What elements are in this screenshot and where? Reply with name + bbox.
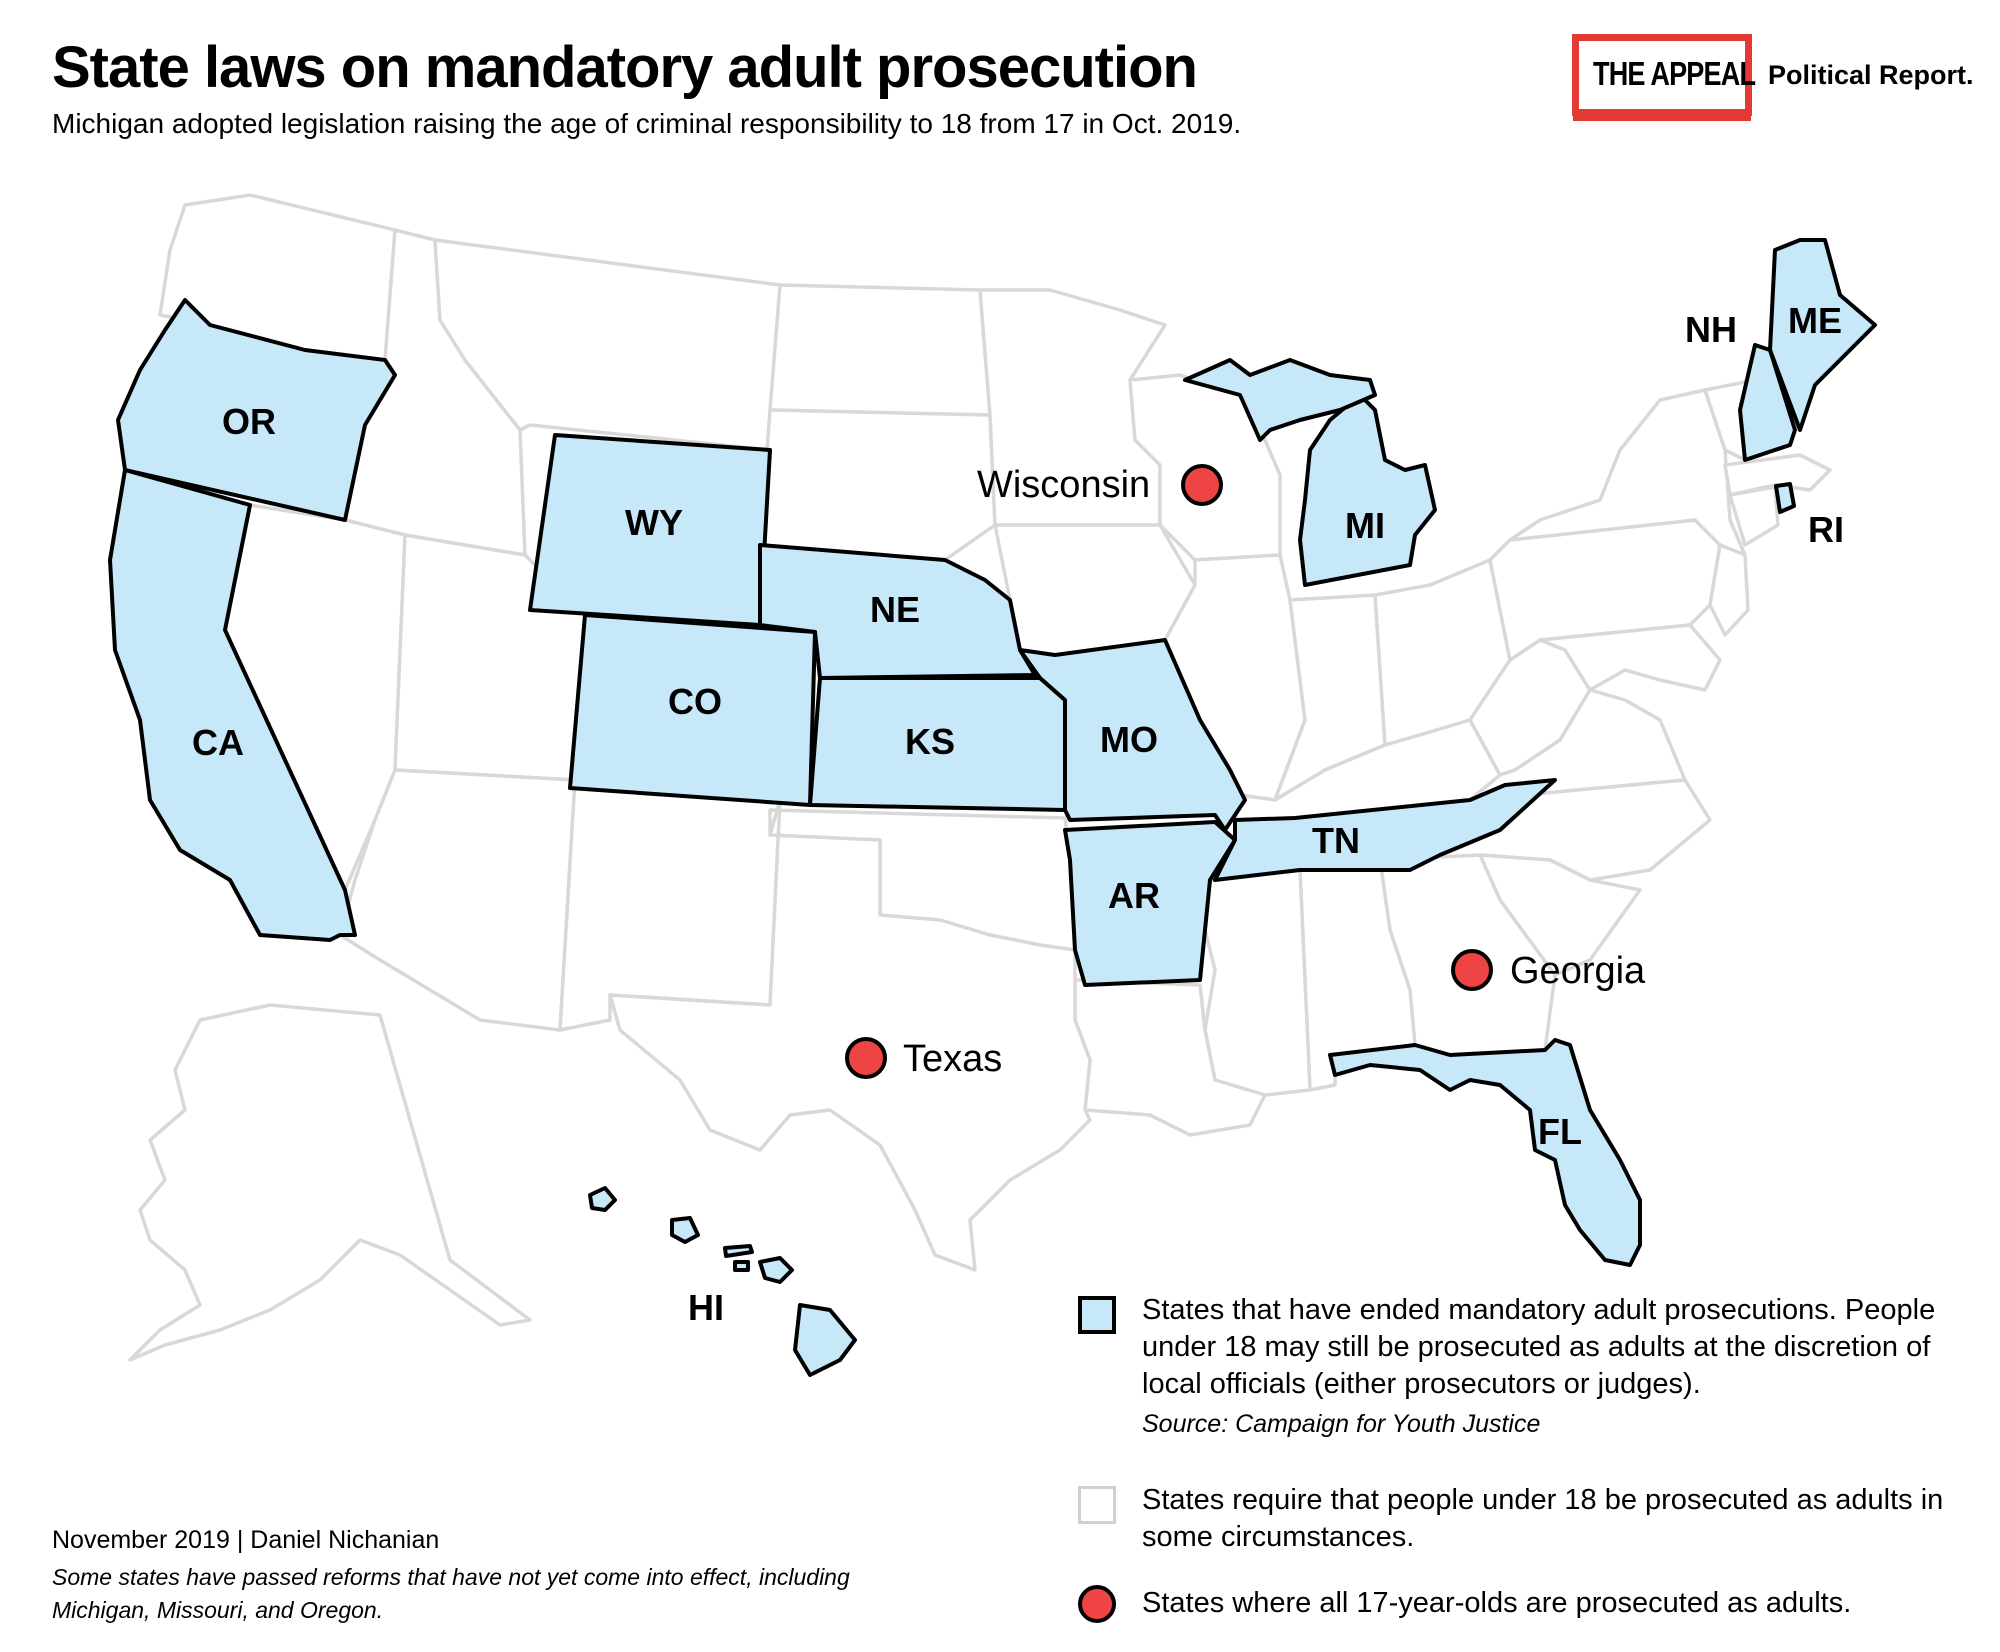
state-mi-upper xyxy=(1183,358,1377,442)
state-ar xyxy=(1063,820,1237,987)
state-hi-5 xyxy=(758,1256,794,1284)
state-hi-4 xyxy=(733,1260,750,1272)
state-nm xyxy=(558,778,782,1032)
legend-text-all-17: States where all 17-year-olds are prosec… xyxy=(1142,1587,1852,1619)
state-ca xyxy=(108,468,357,942)
state-hi-1 xyxy=(588,1186,617,1212)
label-me: ME xyxy=(1788,300,1842,341)
legend-text-ended: States that have ended mandatory adult p… xyxy=(1142,1294,1936,1400)
ended-states xyxy=(108,238,1877,1377)
logo-box: THE APPEAL xyxy=(1572,34,1756,116)
label-or: OR xyxy=(222,401,276,442)
state-ia xyxy=(993,523,1197,657)
label-hi: HI xyxy=(688,1287,724,1328)
state-labels: OR CA WY NE CO KS MO AR TN MI NH ME RI F… xyxy=(192,300,1844,1328)
legend-swatch-some-circumstances xyxy=(1078,1486,1116,1524)
label-wisconsin: Wisconsin xyxy=(977,464,1150,506)
label-fl: FL xyxy=(1538,1111,1582,1152)
state-tx xyxy=(608,798,1092,1272)
logo-main-text: THE APPEAL xyxy=(1593,55,1756,92)
state-md-de xyxy=(1538,623,1722,692)
state-ms xyxy=(1203,868,1312,1097)
map-subtitle: Michigan adopted legislation raising the… xyxy=(52,108,1242,139)
state-ri xyxy=(1774,482,1796,514)
label-ri: RI xyxy=(1808,509,1844,550)
state-hi-3 xyxy=(723,1244,754,1258)
label-nh: NH xyxy=(1685,309,1737,350)
logo-sub-text: Political Report. xyxy=(1768,60,1974,90)
state-hi-2 xyxy=(670,1216,700,1244)
state-mi-lower xyxy=(1298,393,1437,587)
legend-text-some-circumstances: States require that people under 18 be p… xyxy=(1142,1484,1944,1553)
label-ca: CA xyxy=(192,722,244,763)
footnote: Some states have passed reforms that hav… xyxy=(52,1564,850,1623)
byline: November 2019 | Daniel Nichanian xyxy=(52,1526,440,1554)
footer: November 2019 | Daniel Nichanian Some st… xyxy=(52,1526,952,1627)
state-or xyxy=(116,298,397,522)
state-fl xyxy=(1328,1038,1642,1267)
state-me xyxy=(1768,238,1877,432)
map-title: State laws on mandatory adult prosecutio… xyxy=(52,35,1198,100)
legend-source: Source: Campaign for Youth Justice xyxy=(1142,1410,1541,1438)
legend-swatch-all-17 xyxy=(1078,1585,1116,1623)
seventeen-year-old-states: Wisconsin Texas Georgia xyxy=(845,464,1646,1080)
label-ks: KS xyxy=(905,721,955,762)
state-ct xyxy=(1728,485,1780,547)
label-co: CO xyxy=(668,681,722,722)
the-appeal-logo[interactable]: THE APPEAL Political Report. xyxy=(1572,34,1974,120)
dot-georgia xyxy=(1451,949,1493,991)
legend-swatch-ended xyxy=(1078,1296,1116,1334)
state-sd xyxy=(758,408,997,562)
label-texas: Texas xyxy=(903,1038,1002,1080)
state-nd xyxy=(768,283,992,417)
label-mo: MO xyxy=(1100,719,1158,760)
state-hi-6 xyxy=(793,1303,857,1377)
label-georgia: Georgia xyxy=(1510,950,1646,992)
state-nj xyxy=(1708,543,1750,637)
label-mi: MI xyxy=(1345,505,1385,546)
state-ak xyxy=(128,1003,532,1362)
label-tn: TN xyxy=(1312,820,1360,861)
state-tn xyxy=(1213,778,1557,882)
label-ar: AR xyxy=(1108,875,1160,916)
dot-texas xyxy=(845,1037,887,1079)
label-wy: WY xyxy=(625,502,683,543)
dot-wisconsin xyxy=(1181,464,1223,506)
other-states xyxy=(128,193,1832,1362)
label-ne: NE xyxy=(870,589,920,630)
